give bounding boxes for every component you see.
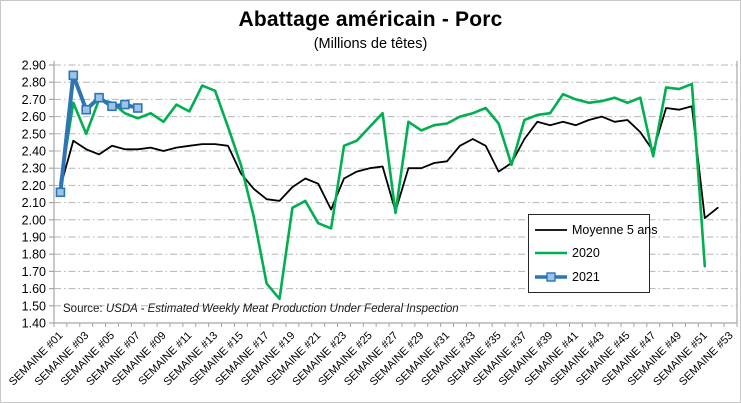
series-line-moyenne-5-ans [59, 105, 719, 219]
series-marker-2021 [107, 101, 117, 112]
source-note: Source: USDA - Estimated Weekly Meat Pro… [63, 303, 459, 315]
y-tick-label: 2.50 [22, 127, 46, 141]
y-tick-label: 2.30 [22, 162, 46, 176]
legend-item-2020: 2020 [534, 246, 644, 260]
series-marker-2021 [120, 99, 130, 110]
series-marker-2021 [81, 104, 92, 115]
source-text: USDA - Estimated Weekly Meat Production … [105, 303, 459, 315]
legend-line-sample [535, 228, 567, 231]
y-tick-label: 2.70 [22, 93, 46, 107]
y-tick-label: 1.70 [22, 265, 46, 279]
legend-item-moyenne-5-ans: Moyenne 5 ans [534, 223, 657, 237]
series-marker-2021 [55, 187, 66, 198]
legend-label: 2020 [572, 246, 600, 261]
legend-label: 2021 [572, 270, 600, 285]
y-tick-label: 2.20 [22, 179, 46, 193]
y-tick-label: 1.40 [22, 317, 46, 331]
legend-line-sample [535, 272, 567, 282]
y-tick-label: 1.90 [22, 231, 46, 245]
y-tick-label: 2.90 [22, 59, 46, 73]
series-marker-2021 [68, 70, 79, 81]
legend-item-2021: 2021 [534, 270, 644, 284]
y-tick-label: 1.60 [22, 282, 46, 296]
legend: Moyenne 5 ans 2020 2021 [528, 214, 657, 293]
series-line-2020 [59, 82, 707, 301]
series-marker-2021 [132, 103, 143, 113]
chart-subtitle: (Millions de têtes) [313, 36, 428, 52]
legend-line-sample [535, 252, 567, 255]
source-prefix: Source: [63, 303, 103, 315]
y-tick-label: 2.80 [22, 76, 46, 90]
chart-title: Abattage américain - Porc [238, 8, 503, 31]
y-tick-label: 2.40 [22, 145, 46, 159]
y-tick-label: 2.10 [22, 196, 46, 210]
legend-label: Moyenne 5 ans [572, 222, 658, 237]
y-tick-label: 2.60 [22, 110, 46, 124]
y-tick-label: 2.00 [22, 213, 46, 227]
y-tick-label: 1.50 [22, 299, 46, 313]
y-tick-label: 1.80 [22, 248, 46, 262]
series-marker-2021 [94, 92, 104, 103]
